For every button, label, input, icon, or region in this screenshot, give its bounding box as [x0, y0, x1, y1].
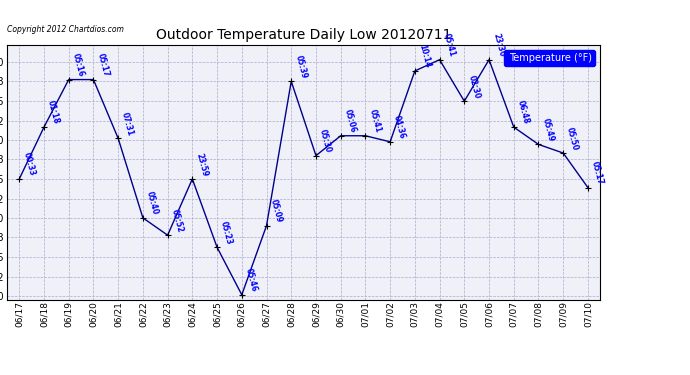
Text: 02:30: 02:30 — [466, 74, 481, 99]
Text: 05:41: 05:41 — [367, 108, 382, 134]
Text: 05:41: 05:41 — [442, 33, 457, 58]
Text: 05:50: 05:50 — [565, 126, 580, 152]
Text: 05:06: 05:06 — [343, 108, 357, 134]
Text: 07:31: 07:31 — [120, 111, 135, 136]
Text: 06:48: 06:48 — [515, 100, 531, 125]
Text: 00:33: 00:33 — [21, 152, 36, 177]
Text: 05:39: 05:39 — [293, 54, 308, 80]
Text: 01:18: 01:18 — [46, 100, 61, 125]
Legend: Temperature (°F): Temperature (°F) — [504, 50, 595, 66]
Text: 05:49: 05:49 — [540, 117, 555, 142]
Text: 05:16: 05:16 — [70, 53, 86, 78]
Text: 05:30: 05:30 — [318, 128, 333, 154]
Text: 23:59: 23:59 — [195, 152, 209, 177]
Text: 05:52: 05:52 — [170, 208, 184, 234]
Text: 05:40: 05:40 — [145, 190, 160, 216]
Text: 05:09: 05:09 — [268, 198, 284, 224]
Text: Copyright 2012 Chartdios.com: Copyright 2012 Chartdios.com — [7, 25, 124, 34]
Title: Outdoor Temperature Daily Low 20120711: Outdoor Temperature Daily Low 20120711 — [156, 28, 451, 42]
Text: 23:30: 23:30 — [491, 32, 506, 58]
Text: 05:46: 05:46 — [244, 268, 259, 293]
Text: 05:17: 05:17 — [95, 52, 110, 78]
Text: 05:23: 05:23 — [219, 220, 234, 246]
Text: 05:17: 05:17 — [590, 160, 605, 186]
Text: 04:36: 04:36 — [392, 114, 407, 140]
Text: 10:14: 10:14 — [417, 44, 432, 69]
